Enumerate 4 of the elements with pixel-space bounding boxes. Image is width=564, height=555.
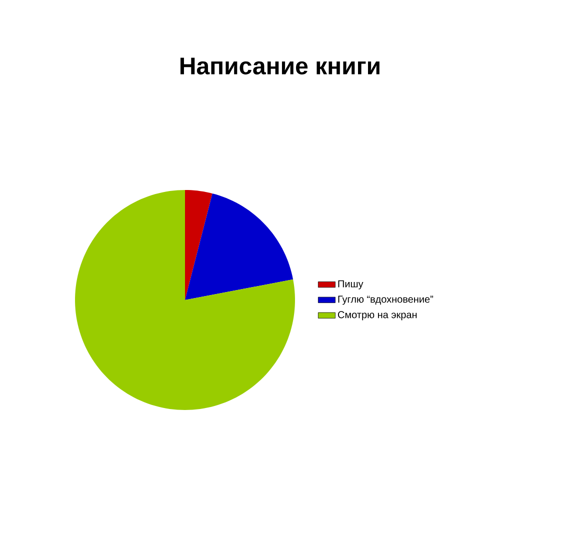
legend-label: Смотрю на экран: [338, 311, 417, 320]
legend-label: Пишу: [338, 280, 364, 290]
chart-title: Написание книги: [180, 58, 380, 74]
legend-label: Гуглю “вдохновение”: [338, 296, 434, 305]
